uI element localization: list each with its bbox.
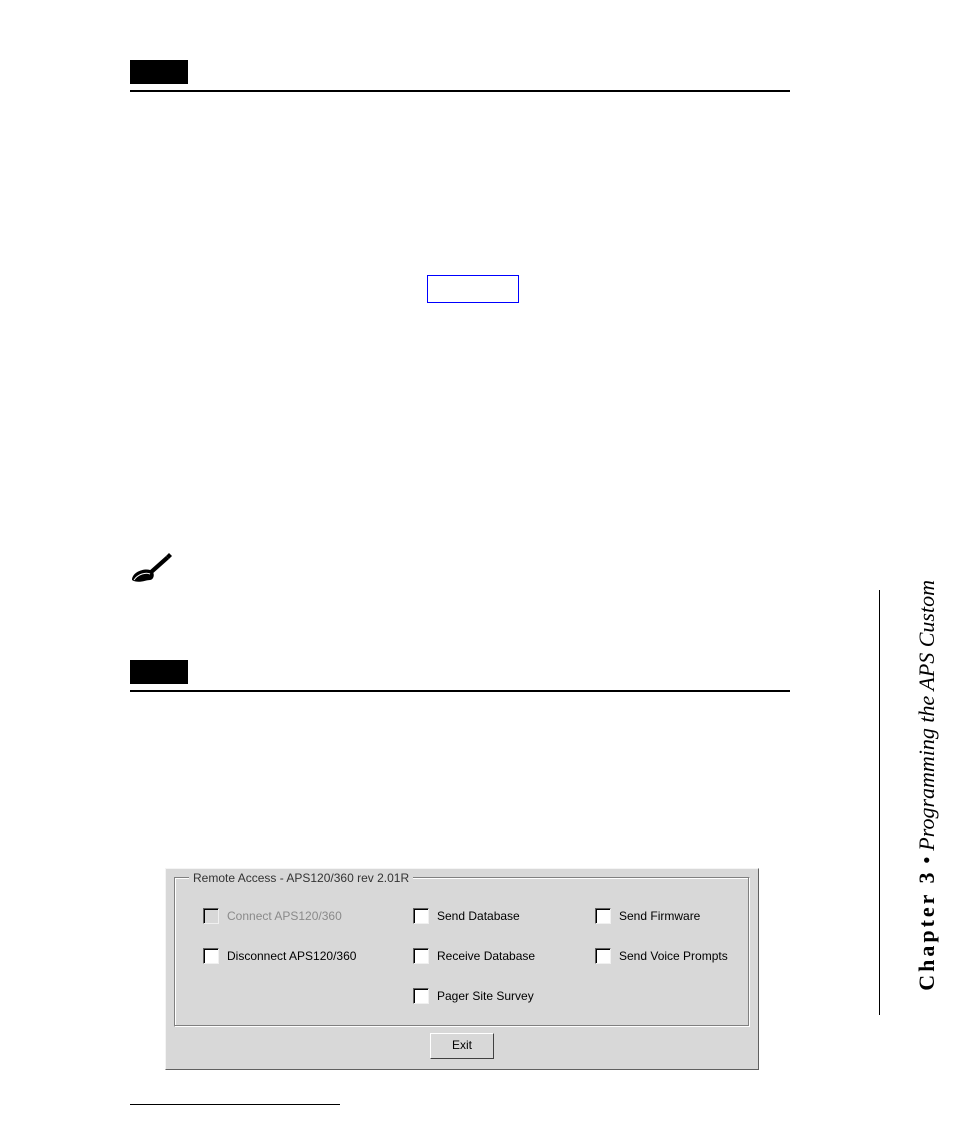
exit-button-label: Exit xyxy=(452,1038,472,1052)
cross-reference-box[interactable] xyxy=(427,275,519,303)
spine-rule xyxy=(879,590,880,1015)
checkbox-icon[interactable] xyxy=(203,948,219,964)
section-heading-1 xyxy=(130,60,790,92)
section-number-box-1 xyxy=(130,60,188,84)
send-firmware-checkbox[interactable]: Send Firmware xyxy=(595,908,700,924)
send-voice-prompts-checkbox[interactable]: Send Voice Prompts xyxy=(595,948,728,964)
disconnect-label: Disconnect APS120/360 xyxy=(227,949,356,963)
send-database-label: Send Database xyxy=(437,909,520,923)
send-database-checkbox[interactable]: Send Database xyxy=(413,908,520,924)
send-voice-prompts-label: Send Voice Prompts xyxy=(619,949,728,963)
spine-chapter: Chapter 3 xyxy=(914,869,939,990)
pager-site-survey-label: Pager Site Survey xyxy=(437,989,534,1003)
checkbox-icon xyxy=(203,908,219,924)
exit-button[interactable]: Exit xyxy=(430,1033,494,1059)
connect-label: Connect APS120/360 xyxy=(227,909,342,923)
section-number-box-2 xyxy=(130,660,188,684)
section-heading-2 xyxy=(130,660,790,692)
pager-site-survey-checkbox[interactable]: Pager Site Survey xyxy=(413,988,534,1004)
remote-access-group: Remote Access - APS120/360 rev 2.01R Con… xyxy=(174,877,750,1027)
remote-access-dialog: Remote Access - APS120/360 rev 2.01R Con… xyxy=(165,868,759,1070)
footnote-rule xyxy=(130,1104,340,1105)
remote-access-caption: Remote Access - APS120/360 rev 2.01R xyxy=(189,871,413,885)
section-rule-2 xyxy=(130,690,790,692)
checkbox-icon[interactable] xyxy=(413,908,429,924)
page: Chapter 3 • Programming the APS Custom R… xyxy=(0,0,954,1145)
checkbox-icon[interactable] xyxy=(413,988,429,1004)
checkbox-icon[interactable] xyxy=(413,948,429,964)
receive-database-checkbox[interactable]: Receive Database xyxy=(413,948,535,964)
disconnect-checkbox[interactable]: Disconnect APS120/360 xyxy=(203,948,356,964)
section-rule-1 xyxy=(130,90,790,92)
checkbox-icon[interactable] xyxy=(595,908,611,924)
receive-database-label: Receive Database xyxy=(437,949,535,963)
connect-checkbox: Connect APS120/360 xyxy=(203,908,342,924)
note-icon xyxy=(128,550,172,586)
checkbox-icon[interactable] xyxy=(595,948,611,964)
send-firmware-label: Send Firmware xyxy=(619,909,700,923)
spine-subtitle: Programming the APS Custom xyxy=(914,580,939,851)
spine-text: Chapter 3 • Programming the APS Custom xyxy=(914,580,940,991)
spine-bullet: • xyxy=(914,856,939,864)
